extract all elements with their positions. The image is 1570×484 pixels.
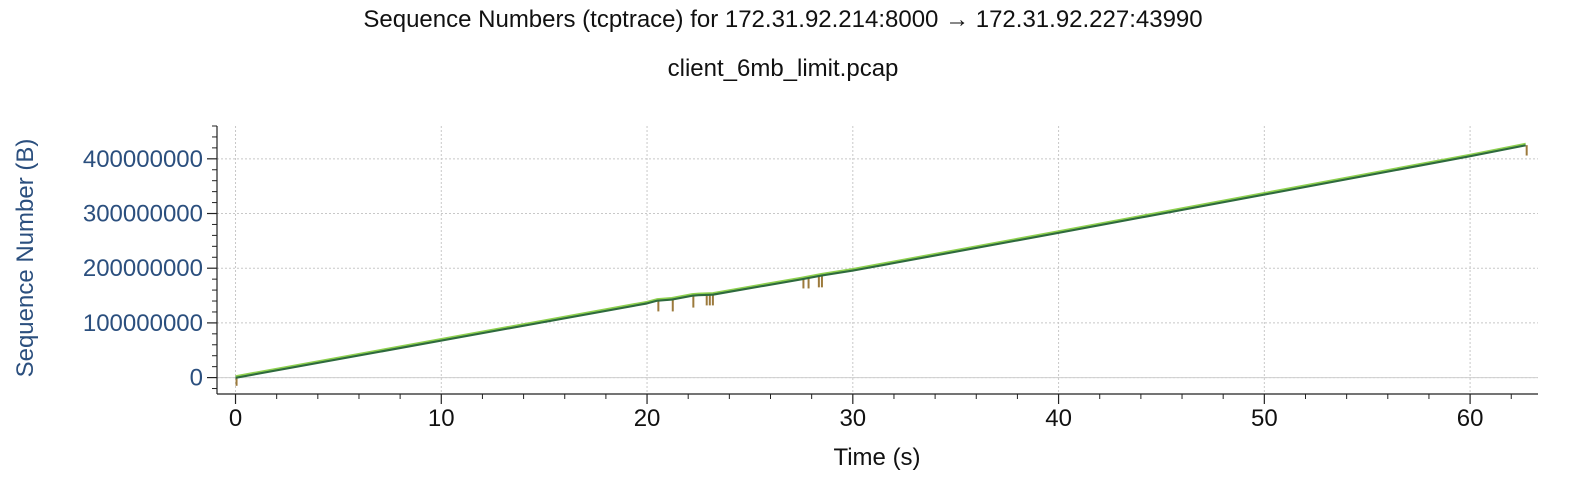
series-line-1 [235,142,1526,377]
x-tick-label-0: 0 [229,405,242,432]
y-tick-label-2: 200000000 [83,255,203,282]
y-axis-label: Sequence Number (B) [12,139,39,378]
x-tick-label-4: 40 [1045,405,1072,432]
chart-title: Sequence Numbers (tcptrace) for 172.31.9… [363,6,1202,33]
series-line-0 [235,143,1526,379]
x-tick-label-5: 50 [1251,405,1278,432]
x-tick-label-2: 20 [634,405,661,432]
grid-lines [217,126,1538,394]
axes: 0 10 20 30 40 50 60 0 100000000 200000000 30000000… [83,125,1538,432]
chart-subtitle: client_6mb_limit.pcap [668,55,899,82]
x-tick-label-6: 60 [1457,405,1484,432]
y-tick-label-1: 100000000 [83,310,203,337]
y-tick-label-3: 300000000 [83,201,203,228]
y-tick-label-0: 0 [190,365,203,392]
x-tick-label-3: 30 [839,405,866,432]
x-axis-label: Time (s) [833,444,920,471]
plot-area [235,142,1528,386]
y-tick-label-4: 400000000 [83,146,203,173]
x-tick-label-1: 10 [428,405,455,432]
